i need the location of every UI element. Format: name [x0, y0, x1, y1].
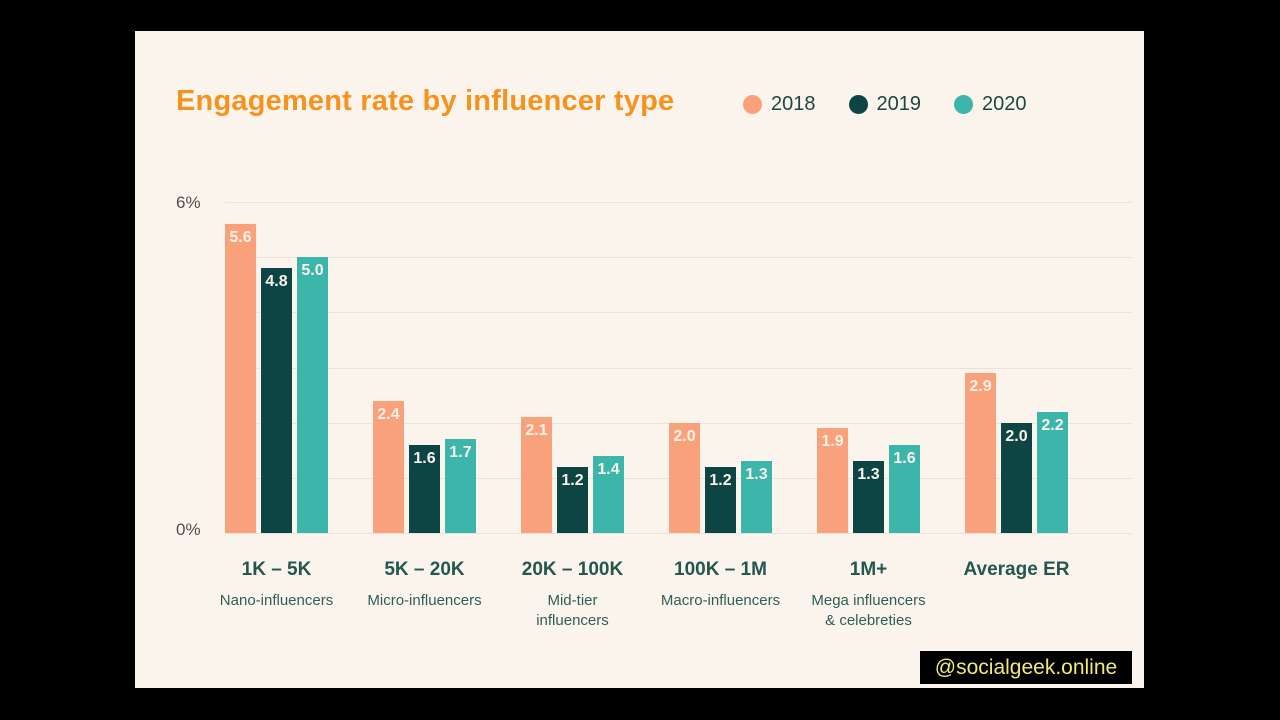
bar-2018: 5.6 [225, 224, 256, 533]
bar-2019: 1.3 [853, 461, 884, 533]
bar-2020: 5.0 [297, 257, 328, 533]
category-sublabel: Mega influencers & celebreties [811, 592, 926, 629]
bar-2018: 2.4 [373, 400, 404, 533]
bar-value-label: 2.0 [1005, 427, 1028, 445]
chart-card: Engagement rate by influencer type 2018 … [135, 31, 1144, 688]
bar-2018: 2.1 [521, 417, 552, 533]
category-label-group: 1K – 5K Nano-influencers [202, 559, 352, 611]
category-sublabel: Macro-influencers [660, 592, 781, 609]
legend-swatch [743, 95, 762, 114]
bar-2019: 1.2 [705, 466, 736, 533]
category-label-group: 100K – 1M Macro-influencers [646, 559, 796, 611]
bar-value-label: 4.8 [265, 273, 288, 291]
bar-2019: 1.6 [409, 444, 440, 533]
gridline [225, 312, 1132, 314]
chart-title: Engagement rate by influencer type [176, 85, 675, 117]
bar-value-label: 1.3 [745, 466, 768, 484]
legend-item-2018: 2018 [743, 93, 816, 116]
category-label: 20K – 100K [521, 559, 624, 580]
category-label-group: 1M+ Mega influencers & celebreties [794, 559, 944, 630]
bar-value-label: 2.0 [673, 427, 696, 445]
category-sublabel: Mid-tier influencers [536, 592, 609, 629]
bar-2019: 1.2 [557, 466, 588, 533]
gridline [225, 367, 1132, 369]
bar-value-label: 1.3 [857, 466, 880, 484]
category-label-group: Average ER [942, 559, 1092, 581]
legend-swatch [954, 95, 973, 114]
category-label: 5K – 20K [384, 559, 465, 580]
bar-value-label: 1.6 [893, 449, 916, 467]
legend: 2018 2019 2020 [743, 93, 1027, 116]
legend-label: 2019 [876, 93, 922, 115]
bar-value-label: 1.4 [597, 460, 620, 478]
bar-2020: 1.7 [445, 439, 476, 533]
bar-group: 2.1 1.2 1.4 [521, 202, 624, 533]
category-label: 1M+ [849, 559, 888, 580]
bar-group: 5.6 4.8 5.0 [225, 202, 328, 533]
bar-group: 2.9 2.0 2.2 [965, 202, 1068, 533]
legend-item-2020: 2020 [954, 93, 1027, 116]
category-label: 1K – 5K [241, 559, 312, 580]
legend-label: 2020 [982, 93, 1027, 115]
bar-value-label: 1.7 [449, 444, 472, 462]
gridline [225, 257, 1132, 259]
category-label: Average ER [963, 559, 1070, 580]
bar-group: 1.9 1.3 1.6 [817, 202, 920, 533]
category-sublabel: Nano-influencers [219, 592, 334, 609]
category-sublabel: Micro-influencers [367, 592, 482, 609]
watermark-badge: @socialgeek.online [920, 651, 1132, 684]
bar-value-label: 2.4 [377, 405, 400, 423]
gridline [225, 533, 1132, 534]
watermark-text: @socialgeek.online [934, 655, 1118, 679]
bar-value-label: 2.2 [1041, 416, 1064, 434]
bar-value-label: 2.9 [969, 378, 992, 396]
bar-2018: 2.0 [669, 422, 700, 533]
category-label-group: 5K – 20K Micro-influencers [350, 559, 500, 611]
category-label: 100K – 1M [674, 559, 767, 580]
bar-2020: 1.4 [593, 455, 624, 533]
legend-swatch [848, 95, 868, 114]
gridline [225, 202, 1132, 203]
legend-label: 2018 [771, 93, 816, 115]
legend-item-2019: 2019 [848, 93, 922, 116]
y-axis-label-max: 6% [176, 193, 201, 212]
bar-group: 2.0 1.2 1.3 [669, 202, 772, 533]
bar-value-label: 5.6 [229, 229, 252, 247]
bar-value-label: 1.2 [561, 471, 584, 489]
y-axis-label-min: 0% [176, 520, 201, 539]
bar-value-label: 1.6 [413, 449, 436, 467]
bar-2018: 1.9 [817, 428, 848, 533]
bar-value-label: 1.9 [821, 433, 844, 451]
plot-area: 5.6 4.8 5.0 2.4 1.6 1.7 2.1 1.2 1.4 2.0 1.2 1.3 1.9 1… [225, 202, 1132, 534]
bar-2019: 2.0 [1001, 422, 1032, 533]
bar-value-label: 1.2 [709, 471, 732, 489]
bar-2020: 1.3 [741, 461, 772, 533]
category-label-group: 20K – 100K Mid-tier influencers [498, 559, 648, 630]
bar-2020: 2.2 [1037, 411, 1068, 533]
bar-2018: 2.9 [965, 373, 996, 533]
bar-value-label: 2.1 [525, 422, 548, 440]
bar-2020: 1.6 [889, 444, 920, 533]
bar-group: 2.4 1.6 1.7 [373, 202, 476, 533]
categories-row: 1K – 5K Nano-influencers 5K – 20K Micro-inf… [135, 559, 1144, 674]
bar-2019: 4.8 [261, 268, 292, 533]
bar-value-label: 5.0 [301, 262, 324, 280]
